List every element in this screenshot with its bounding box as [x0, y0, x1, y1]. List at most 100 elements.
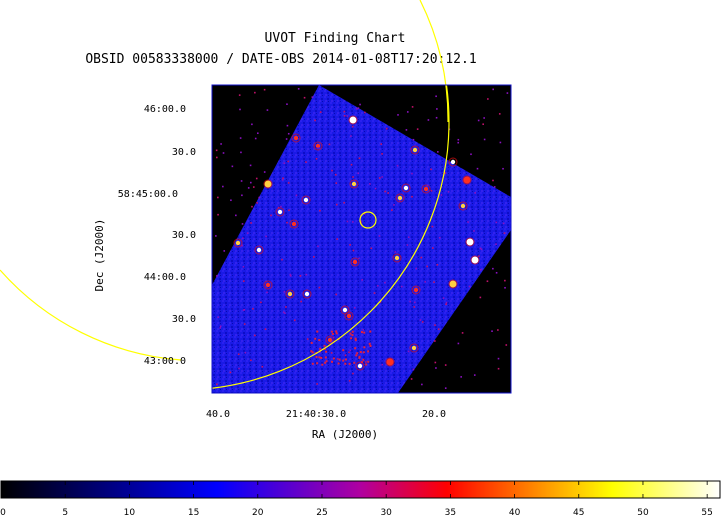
noise-speckle [319, 209, 321, 212]
noise-speckle [247, 187, 250, 189]
noise-speckle [344, 354, 347, 357]
star-halo [421, 184, 431, 194]
noise-speckle [282, 311, 285, 314]
noise-speckle [361, 361, 364, 364]
noise-speckle [348, 351, 350, 354]
star-source [460, 203, 466, 209]
star-halo [470, 255, 480, 265]
noise-speckle [222, 152, 225, 154]
noise-speckle [457, 138, 460, 141]
noise-speckle [321, 363, 324, 366]
noise-speckle [354, 337, 357, 340]
noise-speckle [447, 191, 450, 193]
star-source [293, 135, 299, 141]
noise-speckle [261, 365, 264, 368]
noise-speckle [492, 88, 494, 91]
colorbar-tick-label: 40 [509, 508, 521, 518]
noise-speckle [243, 323, 246, 325]
star-halo [325, 335, 335, 345]
noise-speckle [305, 273, 308, 276]
noise-speckle [477, 119, 480, 122]
noise-speckle [332, 336, 335, 339]
chart-title: UVOT Finding Chart [265, 31, 406, 46]
noise-speckle [394, 251, 396, 253]
noise-speckle [427, 119, 430, 121]
noise-speckle [369, 330, 372, 333]
noise-speckle [352, 372, 354, 375]
noise-speckle [363, 346, 366, 349]
star-source [351, 181, 357, 187]
noise-speckle [479, 296, 482, 299]
noise-speckle [249, 164, 252, 167]
star-source [327, 337, 333, 343]
noise-speckle [381, 153, 383, 155]
noise-speckle [316, 362, 319, 365]
star-halo [401, 183, 411, 193]
noise-speckle [251, 205, 253, 208]
noise-speckle [244, 351, 247, 354]
star-source [449, 280, 457, 288]
noise-speckle [435, 95, 437, 98]
noise-speckle [499, 141, 502, 144]
noise-speckle [258, 196, 261, 199]
noise-speckle [335, 182, 338, 184]
noise-speckle [364, 111, 366, 114]
noise-speckle [491, 330, 493, 332]
noise-speckle [324, 361, 327, 364]
noise-speckle [240, 180, 243, 182]
star-source [471, 256, 479, 264]
noise-speckle [254, 91, 256, 94]
star-halo [409, 343, 419, 353]
noise-speckle [330, 352, 333, 354]
noise-speckle [306, 338, 309, 340]
star-halo [344, 311, 354, 321]
large-error-circle [212, 85, 450, 389]
star-halo [348, 115, 358, 125]
noise-speckle [396, 164, 399, 167]
noise-speckle [504, 286, 506, 289]
noise-speckle [436, 264, 439, 266]
noise-speckle [318, 286, 321, 289]
star-source [264, 180, 272, 188]
noise-speckle [381, 176, 383, 178]
noise-speckle [426, 265, 428, 268]
y-axis-label: Dec (J2000) [93, 219, 106, 292]
star-source [287, 291, 293, 297]
noise-speckle [343, 110, 346, 113]
noise-speckle [238, 94, 241, 96]
noise-speckle [311, 96, 314, 98]
noise-speckle [315, 157, 318, 160]
noise-speckle [350, 163, 353, 166]
noise-speckle [480, 268, 482, 271]
noise-speckle [405, 129, 408, 131]
noise-speckle [365, 363, 368, 366]
noise-speckle [503, 232, 506, 234]
star-halo [313, 141, 323, 151]
noise-speckle [331, 169, 333, 172]
noise-speckle [223, 250, 226, 252]
noise-speckle [362, 351, 365, 354]
noise-speckle [482, 123, 484, 126]
colorbar-tick-label: 35 [445, 508, 456, 518]
noise-speckle [385, 127, 388, 130]
noise-speckle [229, 371, 232, 374]
star-source [397, 195, 403, 201]
noise-speckle [367, 360, 370, 363]
colorbar-tick-label: 55 [701, 508, 712, 518]
noise-speckle [362, 358, 365, 361]
star-halo [448, 157, 458, 167]
noise-speckle [434, 324, 436, 326]
y-tick-label: 44:00.0 [144, 272, 186, 283]
noise-speckle [474, 192, 476, 194]
noise-speckle [343, 115, 346, 117]
noise-speckle [316, 383, 318, 385]
noise-speckle [387, 192, 389, 194]
colorbar-tick-label: 20 [252, 508, 264, 518]
large-error-circle-outer-arc [419, 0, 449, 123]
noise-speckle [413, 306, 416, 308]
noise-speckle [334, 173, 337, 176]
image-panel [0, 0, 512, 394]
noise-speckle [353, 361, 356, 364]
noise-speckle [330, 330, 333, 333]
